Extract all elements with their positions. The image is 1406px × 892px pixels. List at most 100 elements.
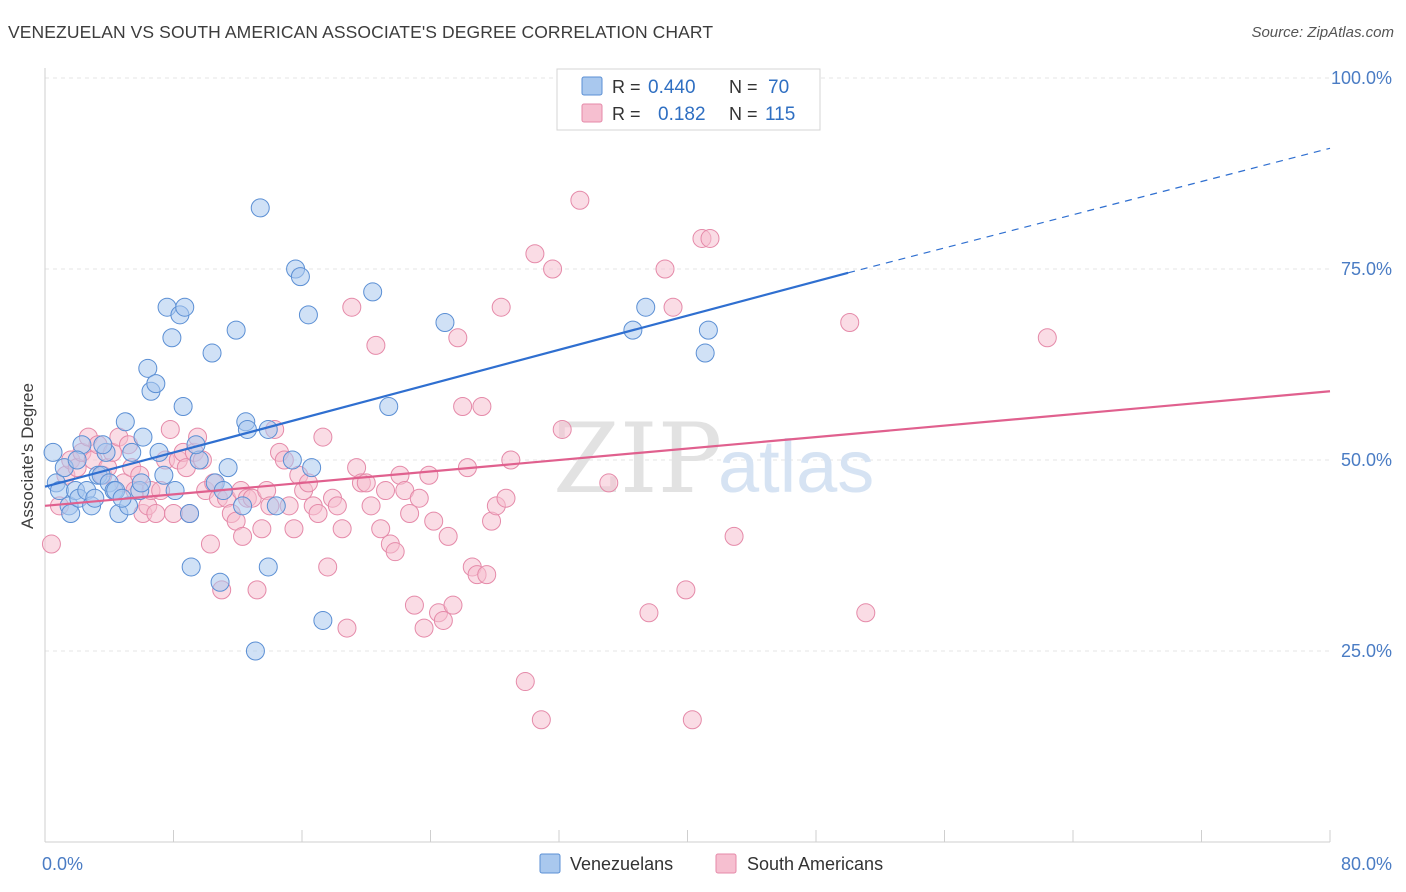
south-americans-point-34	[200, 534, 220, 554]
south-americans-point-96	[491, 297, 511, 317]
venezuelans-point-64	[93, 435, 113, 455]
south-americans-point-69	[361, 496, 381, 516]
south-americans-point-63	[332, 519, 352, 539]
south-americans-point-60	[318, 557, 338, 577]
south-americans-point-100	[525, 244, 545, 264]
x-tick-labels: 0.0% 80.0%	[42, 854, 1392, 874]
south-americans-point-77	[400, 503, 420, 523]
watermark-atlas: atlas	[718, 425, 874, 508]
south-americans-point-78	[404, 595, 424, 615]
legend-n-label-venezuelans: N =	[729, 77, 758, 97]
venezuelans-point-63	[131, 473, 151, 493]
y-tick-label-2: 75.0%	[1341, 259, 1392, 279]
south-americans-point-80	[414, 618, 434, 638]
south-americans-point-116	[1037, 328, 1057, 348]
bottom-legend-swatch-south-americans	[715, 853, 737, 874]
venezuelans-trend-extension	[847, 147, 1331, 274]
south-americans-point-109	[655, 259, 675, 279]
bottom-legend-swatch-venezuelans	[539, 853, 561, 874]
south-americans-point-108	[676, 580, 696, 600]
south-americans-point-85	[438, 526, 458, 546]
venezuelans-point-62	[698, 320, 718, 340]
y-tick-label-3: 100.0%	[1331, 68, 1392, 88]
venezuelans-point-67	[154, 465, 174, 485]
venezuelans-point-58	[435, 312, 455, 332]
legend-swatch-south-americans	[581, 103, 603, 123]
venezuelans-trend-line	[44, 271, 849, 488]
south-americans-point-106	[639, 603, 659, 623]
legend-n-value-south-americans: 115	[765, 104, 795, 125]
venezuelans-point-46	[250, 198, 270, 218]
south-americans-point-65	[342, 297, 362, 317]
venezuelans-point-41	[226, 320, 246, 340]
venezuelans-point-52	[290, 267, 310, 287]
south-americans-point-98	[501, 450, 521, 470]
south-americans-point-88	[453, 397, 473, 417]
venezuelans-point-65	[67, 450, 87, 470]
south-americans-point-82	[424, 511, 444, 531]
south-americans-point-21	[146, 503, 166, 523]
south-americans-point-45	[247, 580, 267, 600]
venezuelans-point-44	[237, 419, 257, 439]
south-americans-point-84	[433, 610, 453, 630]
venezuelans-point-24	[138, 358, 158, 378]
venezuelans-point-40	[218, 458, 238, 478]
trend-lines	[44, 147, 1331, 507]
venezuelans-point-29	[162, 328, 182, 348]
south-americans-point-97	[496, 488, 516, 508]
south-americans-point-71	[371, 519, 391, 539]
south-americans-point-102	[543, 259, 563, 279]
legend-r-label-venezuelans: R =	[612, 77, 641, 97]
south-americans-point-53	[284, 519, 304, 539]
venezuelans-point-34	[180, 503, 200, 523]
source-label: Source: ZipAtlas.com	[1251, 24, 1394, 41]
south-americans-point-113	[724, 526, 744, 546]
venezuelans-point-57	[379, 397, 399, 417]
south-americans-point-58	[308, 503, 328, 523]
legend-swatch-venezuelans	[581, 76, 603, 96]
chart-title: VENEZUELAN VS SOUTH AMERICAN ASSOCIATE'S…	[8, 22, 714, 42]
south-americans-point-24	[160, 419, 180, 439]
venezuelans-point-19	[115, 412, 135, 432]
south-americans-point-72	[376, 481, 396, 501]
bottom-legend-label-south-americans: South Americans	[747, 854, 883, 874]
venezuelans-point-50	[282, 450, 302, 470]
venezuelans-point-30	[165, 481, 185, 501]
south-americans-point-107	[663, 297, 683, 317]
y-tick-labels: 25.0% 50.0% 75.0% 100.0%	[1331, 68, 1392, 661]
venezuelans-point-0	[43, 442, 63, 462]
venezuelans-point-33	[175, 297, 195, 317]
legend-r-label-south-americans: R =	[612, 104, 641, 124]
y-axis-label: Associate's Degree	[18, 383, 37, 529]
venezuelans-point-61	[695, 343, 715, 363]
south-americans-point-105	[599, 473, 619, 493]
venezuelans-point-35	[181, 557, 201, 577]
y-tick-label-1: 50.0%	[1341, 450, 1392, 470]
venezuelans-point-53	[298, 305, 318, 325]
venezuelans-point-21	[122, 442, 142, 462]
venezuelans-point-42	[233, 496, 253, 516]
south-americans-point-79	[409, 488, 429, 508]
venezuelans-point-54	[302, 458, 322, 478]
grid-lines	[45, 77, 1330, 652]
south-americans-points	[41, 190, 1057, 730]
south-americans-trend-line	[44, 390, 1331, 507]
south-americans-point-101	[531, 710, 551, 730]
venezuelans-point-11	[85, 488, 105, 508]
south-americans-point-74	[385, 542, 405, 562]
legend-n-label-south-americans: N =	[729, 104, 758, 124]
south-americans-point-64	[337, 618, 357, 638]
venezuelans-point-23	[133, 427, 153, 447]
venezuelans-point-55	[313, 610, 333, 630]
south-americans-point-86	[443, 595, 463, 615]
venezuelans-point-39	[210, 572, 230, 592]
venezuelans-point-56	[363, 282, 383, 302]
legend-box: R = 0.440 N = 70 R = 0.182 N = 115	[556, 68, 821, 131]
venezuelans-point-60	[636, 297, 656, 317]
watermark: ZIP atlas	[553, 403, 874, 515]
south-americans-point-92	[472, 397, 492, 417]
venezuelans-point-37	[202, 343, 222, 363]
bottom-legend-label-venezuelans: Venezuelans	[570, 854, 673, 874]
south-americans-point-62	[327, 496, 347, 516]
south-americans-point-99	[515, 672, 535, 692]
